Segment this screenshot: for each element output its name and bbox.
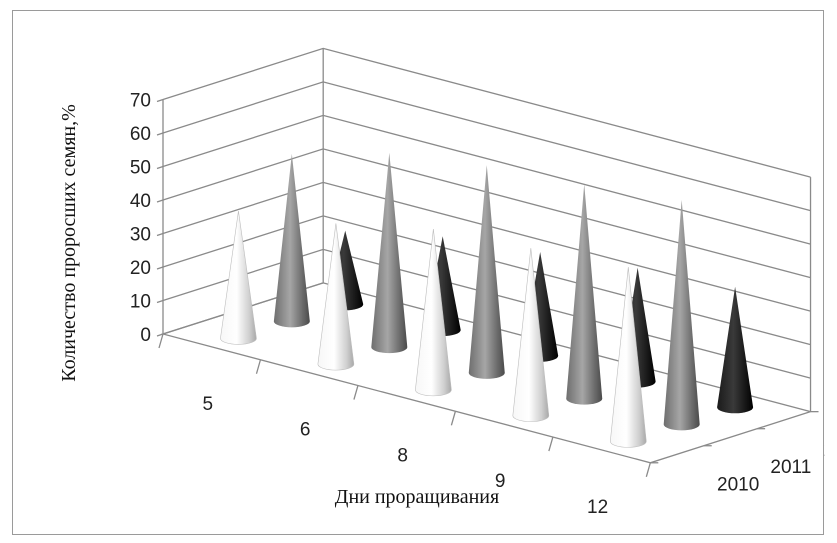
cone-2010-9 [512, 248, 550, 422]
cone-2010-12 [609, 267, 647, 448]
series-depth-labels: 2010 2011 2012 [717, 440, 825, 495]
cone-body [317, 223, 355, 371]
cone-2011-8 [468, 165, 505, 379]
cone-2010-5 [220, 211, 257, 345]
y-tick-mark [156, 266, 164, 270]
y-tick-mark [156, 98, 164, 103]
cone-body [273, 153, 310, 328]
x-tick-mark [353, 385, 359, 400]
cone-body [220, 211, 257, 345]
cone-2011-9 [566, 184, 603, 405]
x-axis-ticks: 5 6 8 9 12 [202, 394, 608, 518]
y-tick-label: 20 [130, 258, 151, 279]
x-tick-label: 9 [495, 471, 506, 492]
cone-body [566, 184, 603, 405]
y-tick-mark [156, 333, 164, 337]
cone-series-layer [220, 152, 754, 448]
series-label-2011: 2011 [770, 457, 811, 478]
series-label-2012: 2012 [824, 440, 825, 461]
cone-2011-6 [371, 152, 408, 354]
y-tick-label: 50 [130, 158, 151, 179]
y-axis-title: Количество проросших семян,% [58, 104, 80, 382]
x-tick-label: 8 [397, 445, 408, 466]
chart-canvas: 0 10 20 30 40 50 60 70 5 6 8 9 12 2010 2011 2012 Дни … [58, 47, 825, 518]
x-tick-mark [450, 411, 457, 426]
x-tick-mark [158, 333, 164, 349]
y-tick-mark [156, 232, 164, 237]
cone-2011-12 [663, 199, 700, 431]
cone-body [371, 152, 408, 354]
x-tick-mark [255, 359, 262, 374]
y-tick-mark [156, 299, 164, 304]
cone-body [415, 229, 452, 397]
y-tick-label: 10 [130, 292, 151, 313]
x-tick-label: 5 [202, 394, 213, 415]
cone-body [663, 199, 700, 431]
cone-body [468, 165, 505, 379]
cone-body [717, 286, 754, 414]
y-tick-mark [156, 132, 164, 136]
x-tick-mark [548, 436, 554, 452]
series-label-2010: 2010 [717, 474, 759, 495]
cone-body [609, 267, 647, 448]
chart-frame: 0 10 20 30 40 50 60 70 5 6 8 9 12 2010 2011 2012 Дни … [12, 10, 825, 535]
x-tick-label: 12 [587, 497, 608, 518]
y-tick-label: 40 [130, 191, 151, 212]
cone-2010-8 [415, 229, 452, 397]
gridline [162, 47, 811, 178]
cone-2012-12 [717, 286, 754, 414]
y-tick-label: 0 [140, 325, 151, 346]
y-tick-mark [156, 165, 164, 170]
y-axis-ticks: 0 10 20 30 40 50 60 70 [130, 91, 151, 347]
cone-body [512, 248, 550, 422]
y-tick-label: 60 [130, 124, 151, 145]
cone-2011-5 [273, 153, 310, 328]
y-tick-label: 30 [130, 225, 151, 246]
x-tick-label: 6 [300, 420, 311, 441]
x-tick-mark [645, 462, 651, 477]
y-tick-label: 70 [130, 91, 151, 112]
y-tick-mark [156, 199, 164, 203]
x-axis-title: Дни проращивания [335, 486, 499, 508]
cone-2010-6 [317, 223, 355, 371]
